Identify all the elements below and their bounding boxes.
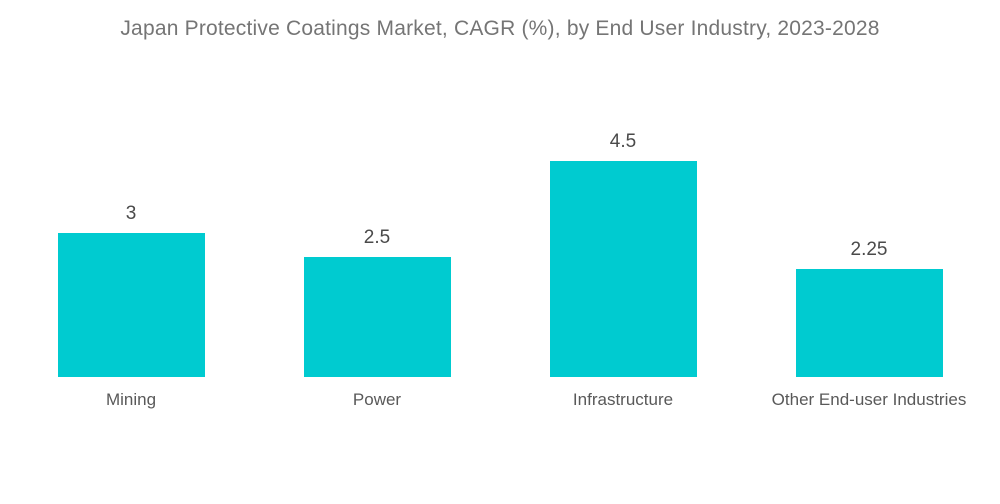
bar-category-label: Other End-user Industries — [771, 390, 967, 409]
bar-column: 3 Mining — [8, 0, 254, 425]
bar-category-label: Mining — [105, 390, 157, 409]
plot-area: 3 Mining 2.5 Power 4.5 Infrastructure 2.25 Othe… — [8, 0, 992, 425]
bar-value-label: 4.5 — [609, 131, 637, 152]
bar — [57, 233, 205, 377]
chart-title: Japan Protective Coatings Market, CAGR (… — [120, 17, 880, 40]
bar-column: 4.5 Infrastructure — [500, 0, 746, 425]
bar-value-label: 3 — [125, 203, 137, 224]
bar — [549, 161, 697, 377]
bar — [303, 257, 451, 377]
bar-value-label: 2.5 — [363, 227, 391, 248]
bar-category-label: Infrastructure — [572, 390, 674, 409]
bar-value-label: 2.25 — [850, 239, 888, 260]
bar-column: 2.25 Other End-user Industries — [746, 0, 992, 425]
bar — [795, 269, 943, 377]
bar-category-label: Power — [352, 390, 402, 409]
bar-column: 2.5 Power — [254, 0, 500, 425]
